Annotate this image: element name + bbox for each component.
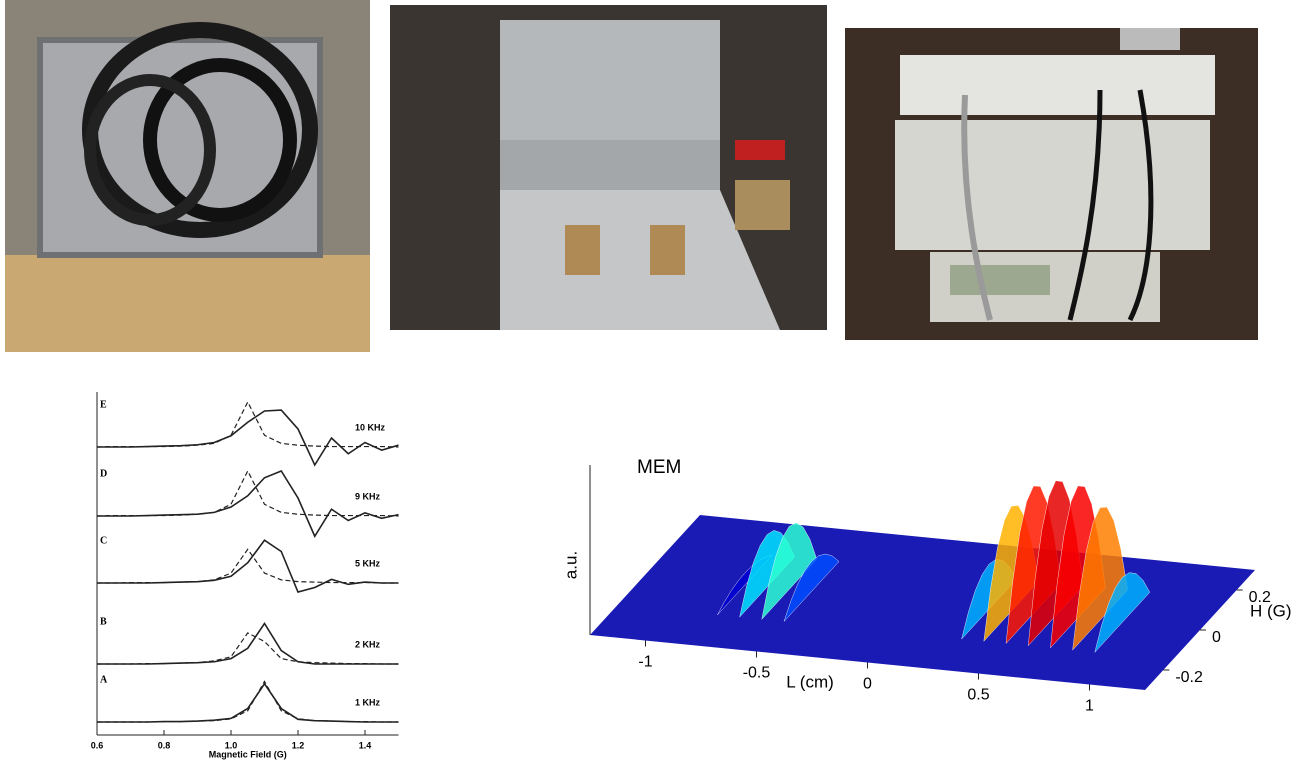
spectrum-line (97, 682, 399, 723)
photo-chassis (390, 5, 827, 330)
spectrum-line (97, 680, 399, 723)
spectrum-line (96, 469, 399, 517)
x-axis-label: Magnetic Field (G) (209, 749, 287, 759)
x-tick-label: 0.5 (967, 687, 989, 704)
surface-chart: -1 -0.5 0 0.5 1 0.2 0 -0.2 L (cm) H (G) a.u. MEM (561, 457, 1291, 715)
x-tick-label: -1 (638, 654, 652, 671)
spectrum-line (96, 400, 399, 448)
spectra-chart: 0.6 0.8 1.0 1.2 1.4 Magnetic Field (G) E 10 KHz… (91, 392, 399, 759)
panel-label: E (100, 399, 107, 410)
panel-annotation: 9 KHz (355, 491, 381, 501)
x-tick-label: 1.0 (225, 740, 238, 750)
panel-label: A (100, 674, 108, 685)
x-axis-label: L (cm) (786, 672, 834, 691)
x-tick-label: 0.6 (91, 740, 104, 750)
surface-floor (590, 515, 1255, 690)
y-tick-label: 0.2 (1249, 589, 1271, 606)
x-tick-label: -0.5 (743, 665, 771, 682)
panel-label: D (100, 468, 107, 479)
x-tick-label: 1.2 (292, 740, 305, 750)
x-tick-label: 1.4 (359, 740, 372, 750)
z-axis-label: a.u. (561, 551, 580, 579)
panel-annotation: 10 KHz (355, 422, 386, 432)
spectrum-line (97, 470, 399, 538)
spectrum-line (97, 409, 399, 467)
panel-annotation: 1 KHz (355, 697, 381, 707)
surface-slice (783, 553, 840, 622)
spectrum-line (97, 539, 399, 593)
photo-rack (845, 28, 1258, 340)
surface-slice (761, 522, 818, 620)
panel-annotation: 2 KHz (355, 639, 381, 649)
y-axis-label: H (G) (1250, 601, 1292, 620)
chart-title: MEM (637, 457, 681, 478)
x-tick-label: 0 (863, 676, 872, 693)
spectrum-line (97, 548, 399, 584)
x-tick-label: 1 (1085, 698, 1094, 715)
panel-label: C (100, 535, 107, 546)
y-tick-label: 0 (1212, 629, 1221, 646)
photo-coil-frame (5, 0, 370, 352)
spectrum-line (97, 622, 399, 665)
surface-slice (1094, 572, 1151, 653)
y-tick-label: -0.2 (1175, 669, 1203, 686)
x-tick-label: 0.8 (158, 740, 171, 750)
panel-label: B (100, 616, 107, 627)
surface-slice (1072, 506, 1128, 651)
panel-annotation: 5 KHz (355, 558, 381, 568)
